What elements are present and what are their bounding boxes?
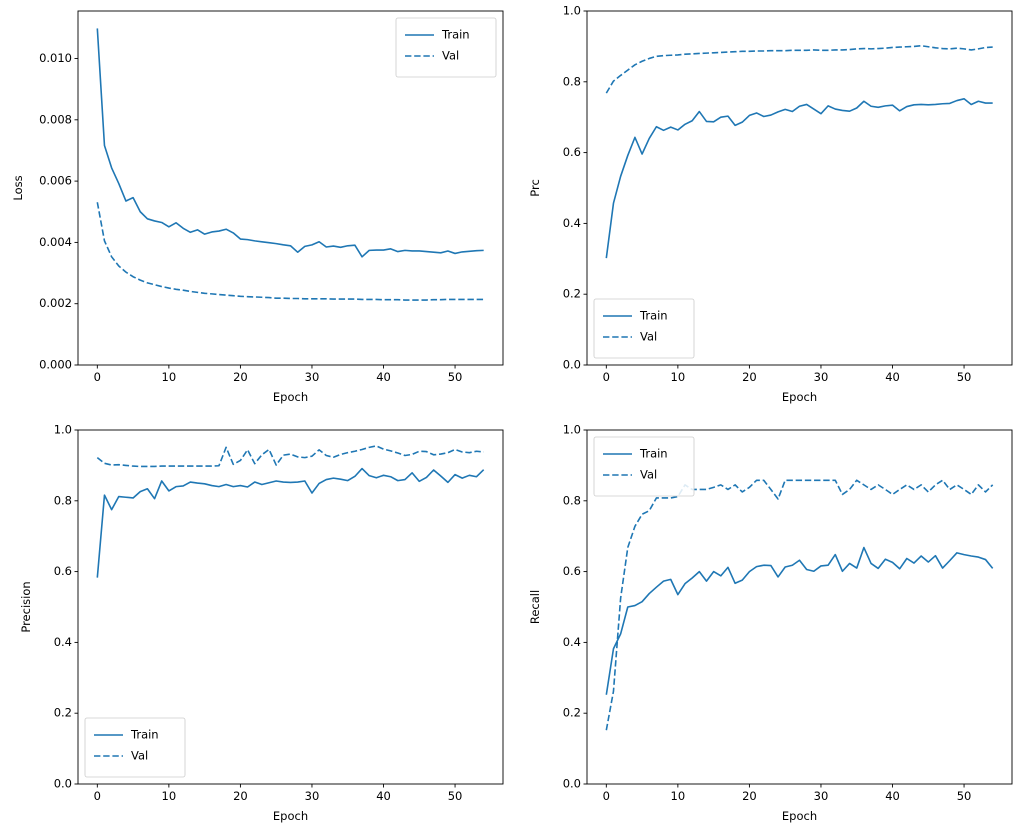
legend-background <box>593 298 695 359</box>
y-ticklabel: 0.004 <box>39 235 72 249</box>
x-ticklabel: 40 <box>885 789 900 803</box>
y-ticklabel: 0.008 <box>39 112 72 126</box>
x-ticklabel: 30 <box>305 370 320 384</box>
legend-label-train: Train <box>130 728 159 742</box>
legend-label-train: Train <box>639 309 668 323</box>
x-ticklabel: 50 <box>448 370 463 384</box>
legend-label-val: Val <box>640 330 657 344</box>
axes-frame <box>77 429 504 785</box>
y-ticklabel: 0.0 <box>563 358 581 372</box>
y-ticklabel: 0.4 <box>54 635 72 649</box>
chart-panel-prc: 0 10 20 30 40 50 0.0 0.2 0.4 0.6 0.8 1.0 Epoch Prc Tra… <box>509 0 1018 419</box>
x-ticklabel: 10 <box>671 370 686 384</box>
y-axis-label: Recall <box>528 590 542 624</box>
x-ticklabel: 0 <box>94 789 101 803</box>
y-ticklabel: 0.0 <box>54 777 72 791</box>
series-line-train <box>96 467 485 578</box>
x-ticklabel: 10 <box>162 789 177 803</box>
series-line-val <box>605 44 993 94</box>
x-ticklabel: 30 <box>814 370 829 384</box>
x-ticklabel: 20 <box>742 789 757 803</box>
x-ticklabel: 40 <box>376 789 391 803</box>
series-line-val <box>96 202 484 301</box>
y-ticklabel: 0.2 <box>563 706 581 720</box>
x-ticklabel: 30 <box>305 789 320 803</box>
y-ticklabel: 1.0 <box>54 423 72 437</box>
axes-loss: 0 10 20 30 40 50 0.000 0.002 0.004 0.006 0.008 0.01… <box>11 10 504 404</box>
legend-prc[interactable]: Train Val <box>593 298 695 359</box>
x-axis-label: Epoch <box>273 809 308 823</box>
y-ticklabel: 0.000 <box>39 358 72 372</box>
axes-precision: 0 10 20 30 40 50 0.0 0.2 0.4 0.6 0.8 1.0 Epoch Precis… <box>19 423 504 823</box>
legend-label-val: Val <box>640 468 657 482</box>
y-ticklabel: 1.0 <box>563 4 581 18</box>
chart-panel-recall: 0 10 20 30 40 50 0.0 0.2 0.4 0.6 0.8 1.0 Epoch Recall… <box>509 419 1018 838</box>
y-axis-label: Prc <box>528 179 542 197</box>
legend-label-val: Val <box>442 49 459 63</box>
series-line-val <box>605 479 994 731</box>
y-ticklabel: 0.6 <box>54 564 72 578</box>
y-ticklabel: 0.4 <box>563 635 581 649</box>
y-ticklabel: 1.0 <box>563 423 581 437</box>
x-ticklabel: 0 <box>94 370 101 384</box>
series-line-train <box>605 546 994 695</box>
legend-background <box>84 717 186 778</box>
legend-background <box>395 17 497 78</box>
axes-frame <box>586 10 1013 366</box>
chart-panel-loss: 0 10 20 30 40 50 0.000 0.002 0.004 0.006 0.008 0.01… <box>0 0 509 419</box>
x-ticklabel: 40 <box>885 370 900 384</box>
legend-background <box>593 436 695 497</box>
x-ticklabel: 0 <box>603 789 610 803</box>
x-ticklabel: 30 <box>814 789 829 803</box>
y-ticklabel: 0.8 <box>563 493 581 507</box>
y-ticklabel: 0.010 <box>39 51 72 65</box>
y-ticklabel: 0.6 <box>563 564 581 578</box>
x-ticklabel: 10 <box>671 789 686 803</box>
axes-recall: 0 10 20 30 40 50 0.0 0.2 0.4 0.6 0.8 1.0 Epoch Recall… <box>528 423 1013 823</box>
y-ticklabel: 0.4 <box>563 216 581 230</box>
y-ticklabel: 0.2 <box>54 706 72 720</box>
x-ticklabel: 50 <box>448 789 463 803</box>
axes-frame <box>77 10 504 366</box>
axes-prc: 0 10 20 30 40 50 0.0 0.2 0.4 0.6 0.8 1.0 Epoch Prc Tra… <box>528 4 1013 404</box>
x-axis-label: Epoch <box>273 390 308 404</box>
legend-label-val: Val <box>131 749 148 763</box>
y-axis-label: Loss <box>11 175 25 200</box>
x-axis-label: Epoch <box>782 390 817 404</box>
legend-recall[interactable]: Train Val <box>593 436 695 497</box>
series-line-train <box>605 97 993 259</box>
x-axis-label: Epoch <box>782 809 817 823</box>
x-ticklabel: 50 <box>957 370 972 384</box>
legend-precision[interactable]: Train Val <box>84 717 186 778</box>
y-ticklabel: 0.0 <box>563 777 581 791</box>
x-ticklabel: 50 <box>957 789 972 803</box>
x-ticklabel: 10 <box>162 370 177 384</box>
legend-label-train: Train <box>639 447 668 461</box>
x-ticklabel: 20 <box>233 370 248 384</box>
y-axis-label: Precision <box>19 581 33 632</box>
y-ticklabel: 0.2 <box>563 287 581 301</box>
series-line-val <box>96 445 484 468</box>
y-ticklabel: 0.002 <box>39 296 72 310</box>
x-ticklabel: 40 <box>376 370 391 384</box>
legend-loss[interactable]: Train Val <box>395 17 497 78</box>
legend-label-train: Train <box>441 28 470 42</box>
y-ticklabel: 0.006 <box>39 174 72 188</box>
series-line-train <box>96 28 484 258</box>
x-ticklabel: 20 <box>233 789 248 803</box>
chart-panel-precision: 0 10 20 30 40 50 0.0 0.2 0.4 0.6 0.8 1.0 Epoch Precis… <box>0 419 509 838</box>
y-ticklabel: 0.8 <box>54 493 72 507</box>
y-ticklabel: 0.6 <box>563 145 581 159</box>
x-ticklabel: 0 <box>603 370 610 384</box>
x-ticklabel: 20 <box>742 370 757 384</box>
axes-frame <box>586 429 1013 785</box>
y-ticklabel: 0.8 <box>563 74 581 88</box>
